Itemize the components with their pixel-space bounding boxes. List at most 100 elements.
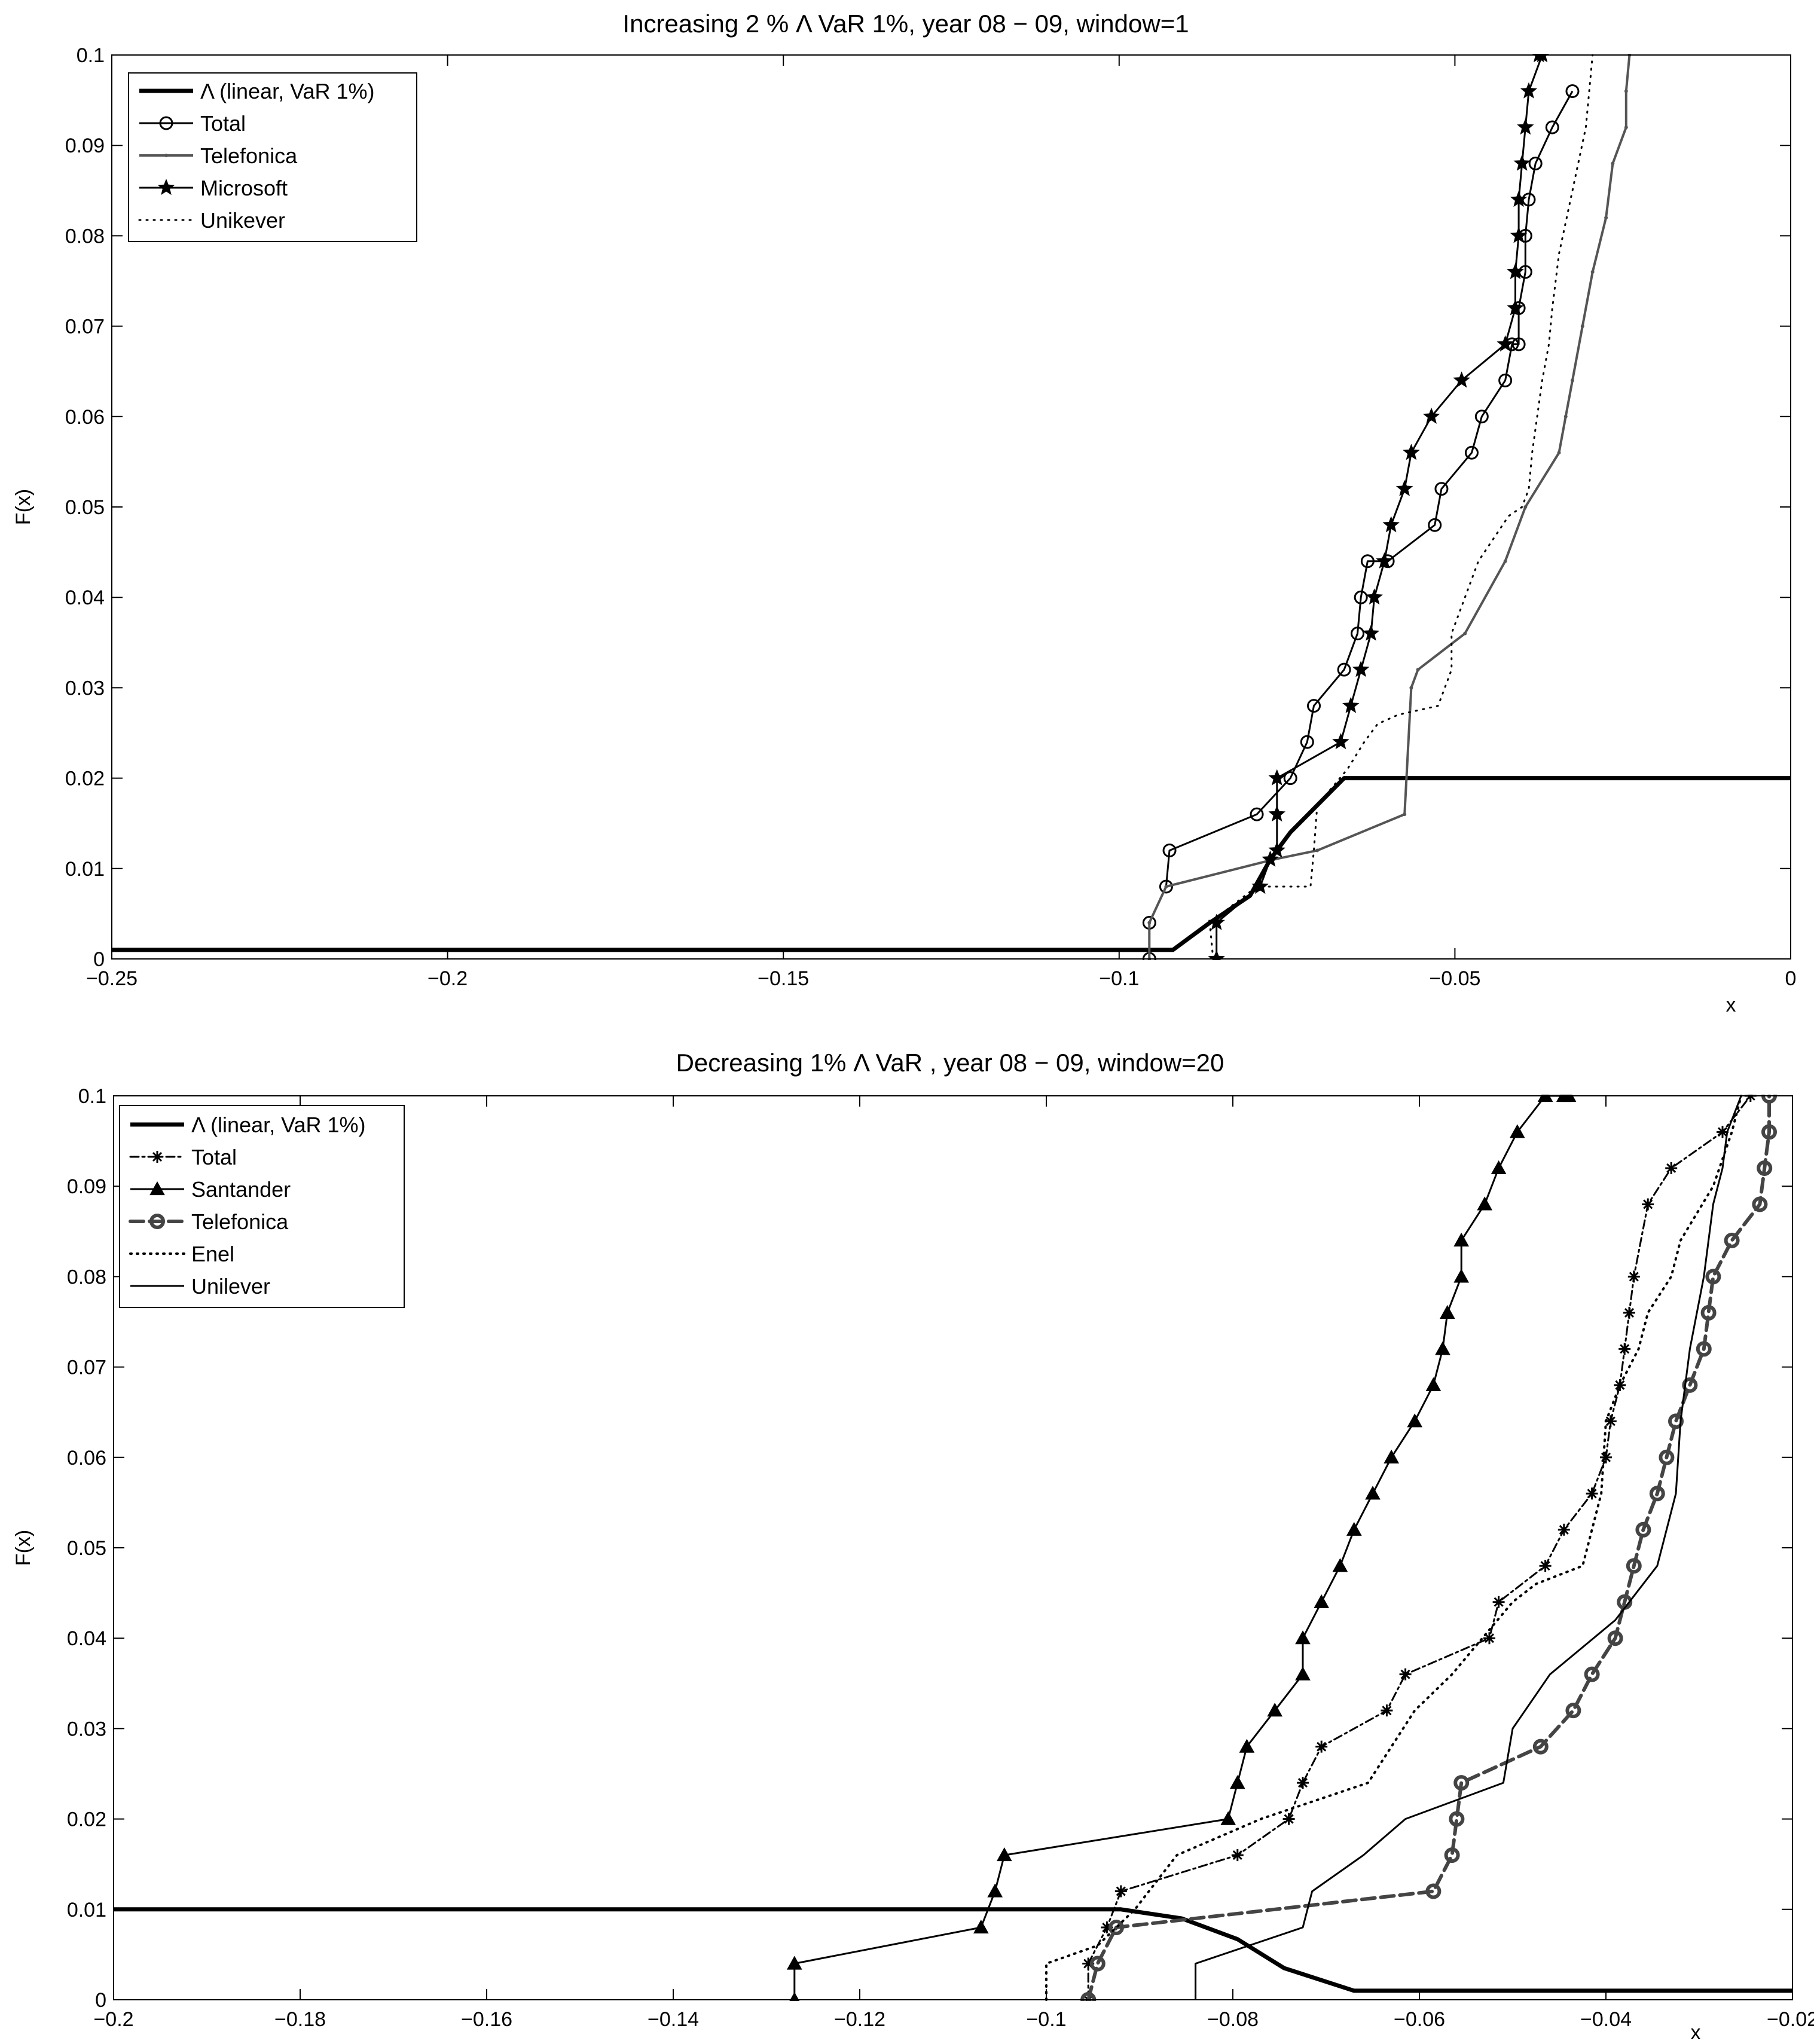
series-line bbox=[1208, 54, 1594, 960]
y-tick-label: 0.09 bbox=[65, 135, 105, 157]
data-point bbox=[1627, 1270, 1640, 1283]
data-point bbox=[1507, 262, 1524, 279]
series-2 bbox=[786, 1095, 1577, 2001]
y-tick-label: 0.02 bbox=[65, 768, 105, 790]
data-point bbox=[1403, 444, 1420, 460]
x-tick-label: −0.05 bbox=[1429, 967, 1480, 990]
legend-entry: Telefonica bbox=[139, 143, 298, 168]
data-point bbox=[1082, 1957, 1095, 1970]
data-point bbox=[1382, 516, 1400, 533]
data-point bbox=[1453, 1269, 1470, 1283]
data-point bbox=[1283, 771, 1297, 786]
y-tick-label: 0.07 bbox=[67, 1356, 106, 1379]
data-point bbox=[1360, 554, 1375, 569]
data-point bbox=[1463, 631, 1467, 635]
data-point bbox=[1700, 1304, 1717, 1321]
legend-entry: Λ (linear, VaR 1%) bbox=[130, 1113, 366, 1137]
data-point bbox=[1352, 661, 1370, 677]
data-point bbox=[1268, 769, 1285, 786]
x-tick-label: 0 bbox=[1785, 967, 1797, 990]
data-point bbox=[1590, 270, 1595, 274]
legend-label: Telefonica bbox=[200, 143, 298, 168]
x-tick-label: −0.14 bbox=[648, 2008, 699, 2031]
data-point bbox=[1503, 559, 1507, 563]
legend-label: Λ (linear, VaR 1%) bbox=[191, 1113, 366, 1137]
series-line bbox=[1216, 54, 1543, 959]
series-layer bbox=[112, 54, 1791, 960]
legend-label: Unikever bbox=[200, 208, 285, 233]
y-tick-label: 0.1 bbox=[78, 1085, 106, 1108]
legend-label: Unilever bbox=[191, 1274, 270, 1298]
data-point bbox=[1439, 1304, 1455, 1319]
y-tick-label: 0.1 bbox=[77, 44, 105, 67]
data-point bbox=[1300, 735, 1314, 749]
data-point bbox=[1665, 1162, 1678, 1174]
data-point bbox=[1635, 1521, 1651, 1538]
x-tick-label: −0.04 bbox=[1580, 2008, 1632, 2031]
data-point bbox=[973, 1920, 989, 1934]
legend-label: Λ (linear, VaR 1%) bbox=[200, 79, 375, 103]
series-4 bbox=[1045, 1095, 1743, 2001]
data-point bbox=[1705, 1269, 1721, 1285]
data-point bbox=[1220, 1811, 1236, 1825]
data-point bbox=[1162, 844, 1177, 858]
y-tick-label: 0.02 bbox=[67, 1808, 106, 1831]
data-point bbox=[1520, 82, 1538, 99]
y-tick-label: 0.08 bbox=[67, 1266, 106, 1288]
series-1 bbox=[1142, 84, 1580, 960]
y-tick-label: 0.05 bbox=[65, 496, 105, 519]
data-point bbox=[1604, 1415, 1617, 1428]
data-point bbox=[1626, 1558, 1642, 1574]
data-point bbox=[1428, 518, 1442, 532]
legend-entry: Unilever bbox=[130, 1274, 270, 1298]
data-point bbox=[789, 1991, 800, 2001]
legend-entry: Telefonica bbox=[129, 1209, 289, 1234]
y-axis-ticks: 0 0.01 0.02 0.03 0.04 0.05 0.06 0.07 0.08 0.09 0.1 bbox=[65, 44, 1791, 971]
data-point bbox=[1332, 1558, 1348, 1572]
y-tick-label: 0.04 bbox=[65, 586, 105, 609]
x-axis-label: x bbox=[1691, 2021, 1701, 2044]
x-tick-label: −0.2 bbox=[93, 2008, 133, 2031]
data-point bbox=[786, 1956, 802, 1970]
legend-marker bbox=[151, 1151, 163, 1163]
data-point bbox=[1682, 1377, 1698, 1393]
data-point bbox=[1649, 1486, 1665, 1502]
y-tick-label: 0.06 bbox=[65, 406, 105, 429]
data-point bbox=[1483, 1632, 1495, 1645]
y-tick-label: 0.09 bbox=[67, 1175, 106, 1198]
x-tick-label: −0.02 bbox=[1767, 2008, 1814, 2031]
data-point bbox=[987, 1883, 1003, 1898]
data-point bbox=[1295, 1666, 1311, 1681]
legend-marker bbox=[149, 1214, 165, 1229]
x-tick-label: −0.1 bbox=[1099, 967, 1139, 990]
legend-entry: Microsoft bbox=[139, 176, 288, 200]
data-point bbox=[1752, 1196, 1768, 1212]
data-point bbox=[1570, 378, 1574, 383]
data-point bbox=[1510, 227, 1528, 243]
data-point bbox=[1114, 1885, 1127, 1898]
data-point bbox=[1315, 848, 1320, 853]
y-axis-label: F(x) bbox=[12, 1530, 35, 1566]
data-point bbox=[1607, 1630, 1623, 1646]
data-point bbox=[1724, 1232, 1740, 1248]
data-point bbox=[1315, 1740, 1328, 1753]
x-tick-label: −0.08 bbox=[1207, 2008, 1259, 2031]
data-point bbox=[1659, 1449, 1675, 1465]
plot-area bbox=[114, 1095, 1792, 2001]
data-point bbox=[1528, 156, 1543, 170]
data-point bbox=[1600, 1451, 1612, 1464]
data-point bbox=[1239, 1739, 1255, 1753]
data-point bbox=[1425, 1883, 1442, 1899]
data-point bbox=[1089, 1956, 1105, 1972]
data-point bbox=[1422, 407, 1440, 424]
series-3 bbox=[1080, 1095, 1777, 2001]
data-point bbox=[1513, 154, 1531, 171]
data-point bbox=[1497, 335, 1514, 352]
legend-marker bbox=[157, 179, 175, 195]
data-point bbox=[1477, 1196, 1493, 1211]
data-point bbox=[1403, 812, 1407, 817]
data-point bbox=[1761, 1124, 1777, 1140]
data-point bbox=[1384, 1449, 1400, 1464]
data-point bbox=[1464, 445, 1479, 460]
